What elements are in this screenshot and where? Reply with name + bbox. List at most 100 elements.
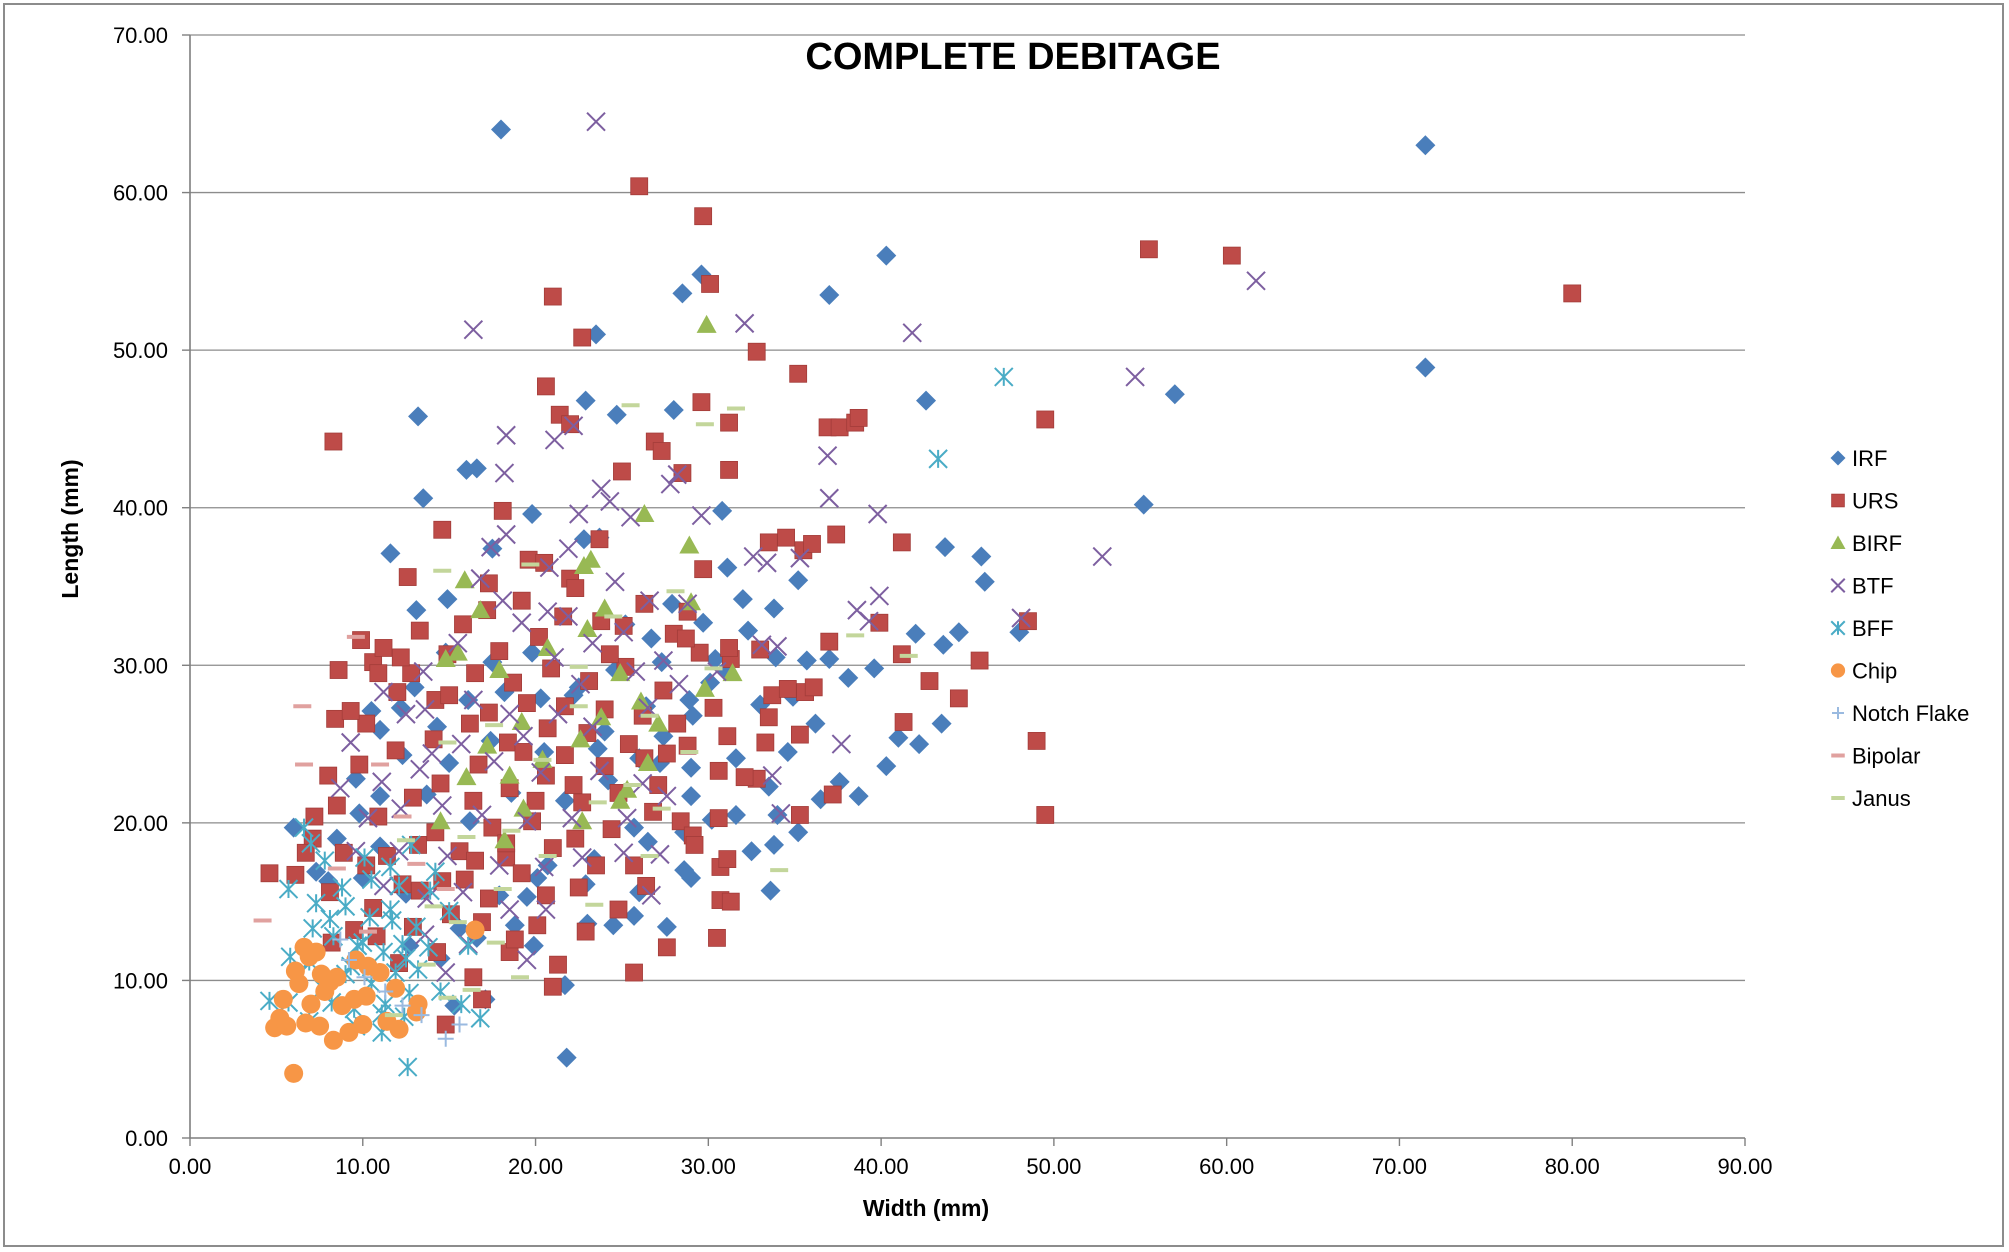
data-point — [657, 938, 676, 957]
data-point — [681, 757, 702, 778]
data-point — [537, 855, 558, 876]
data-point — [709, 761, 728, 780]
data-point — [361, 869, 382, 890]
legend-marker — [1830, 450, 1846, 466]
data-point — [586, 111, 606, 132]
data-point — [448, 633, 468, 653]
data-point — [1415, 135, 1436, 156]
data-point — [504, 915, 525, 936]
data-point — [572, 847, 592, 868]
data-point — [306, 861, 327, 882]
data-point — [548, 704, 568, 724]
data-point — [470, 600, 491, 619]
data-point — [817, 446, 838, 466]
data-point — [641, 628, 662, 649]
data-point — [778, 680, 797, 698]
data-point — [876, 756, 897, 777]
data-point — [470, 1008, 490, 1028]
data-point — [410, 759, 430, 779]
data-point — [691, 505, 712, 526]
data-point — [566, 579, 585, 597]
data-point — [1036, 806, 1055, 824]
data-point — [554, 607, 573, 626]
legend-item: BTF — [1830, 574, 1894, 599]
x-tick-label: 60.00 — [1199, 1154, 1254, 1179]
data-point — [752, 635, 772, 655]
data-point — [619, 735, 638, 753]
data-point — [561, 415, 580, 434]
data-point — [483, 818, 502, 837]
data-point — [388, 683, 407, 701]
data-point — [341, 702, 360, 720]
data-point — [528, 916, 547, 935]
data-point — [637, 876, 656, 895]
data-point — [353, 1015, 373, 1035]
data-point — [357, 714, 376, 733]
data-point — [656, 916, 677, 937]
data-point — [513, 726, 534, 746]
data-point — [679, 535, 700, 554]
data-point — [439, 752, 460, 773]
data-point — [1011, 608, 1031, 628]
data-point — [788, 570, 809, 591]
data-point — [489, 660, 510, 679]
data-point — [386, 978, 406, 998]
data-point — [894, 713, 913, 731]
data-point — [413, 661, 433, 682]
data-point — [573, 793, 592, 812]
data-point — [422, 743, 442, 764]
data-point — [696, 314, 717, 333]
data-point — [819, 284, 840, 305]
data-point — [617, 779, 638, 798]
data-point — [948, 622, 969, 643]
data-point — [466, 851, 484, 870]
data-point — [380, 899, 401, 920]
data-point — [892, 533, 911, 552]
data-point — [580, 672, 599, 690]
data-point — [1019, 612, 1037, 631]
data-point — [635, 594, 654, 613]
data-point — [587, 856, 605, 875]
data-point — [564, 776, 583, 794]
data-point — [385, 962, 406, 983]
data-point — [378, 847, 396, 865]
data-point — [413, 1007, 430, 1024]
data-point — [888, 727, 909, 748]
data-point — [396, 948, 416, 969]
y-tick-label: 30.00 — [113, 653, 168, 678]
data-point — [660, 474, 681, 494]
data-point — [614, 616, 633, 635]
data-point — [720, 639, 738, 657]
data-point — [931, 713, 952, 734]
data-point — [747, 342, 766, 361]
data-point — [418, 937, 439, 958]
data-point — [408, 994, 428, 1014]
data-point — [613, 622, 634, 642]
data-point — [436, 962, 456, 983]
chart-frame: COMPLETE DEBITAGE 0.00 10.00 20.00 30.00 40.… — [3, 3, 2004, 1247]
data-point — [340, 732, 361, 753]
data-point — [301, 994, 321, 1014]
data-point — [373, 682, 394, 702]
data-point — [326, 828, 347, 849]
data-point — [354, 847, 375, 868]
data-point — [573, 556, 594, 575]
data-point — [671, 812, 690, 831]
data-point — [848, 786, 869, 807]
data-point — [741, 841, 762, 862]
data-point — [819, 488, 839, 508]
data-point — [1125, 367, 1145, 387]
data-point — [450, 842, 469, 861]
legend-label: BIRF — [1852, 531, 1902, 556]
data-point — [373, 942, 394, 962]
data-point — [632, 773, 653, 794]
data-point — [738, 620, 759, 641]
data-point — [284, 1063, 304, 1083]
data-point — [605, 572, 625, 592]
data-point — [763, 686, 782, 705]
data-point — [610, 790, 631, 809]
data-point — [679, 689, 700, 710]
legend-label: Bipolar — [1852, 744, 1920, 769]
data-point — [949, 689, 968, 708]
data-point — [831, 734, 852, 754]
